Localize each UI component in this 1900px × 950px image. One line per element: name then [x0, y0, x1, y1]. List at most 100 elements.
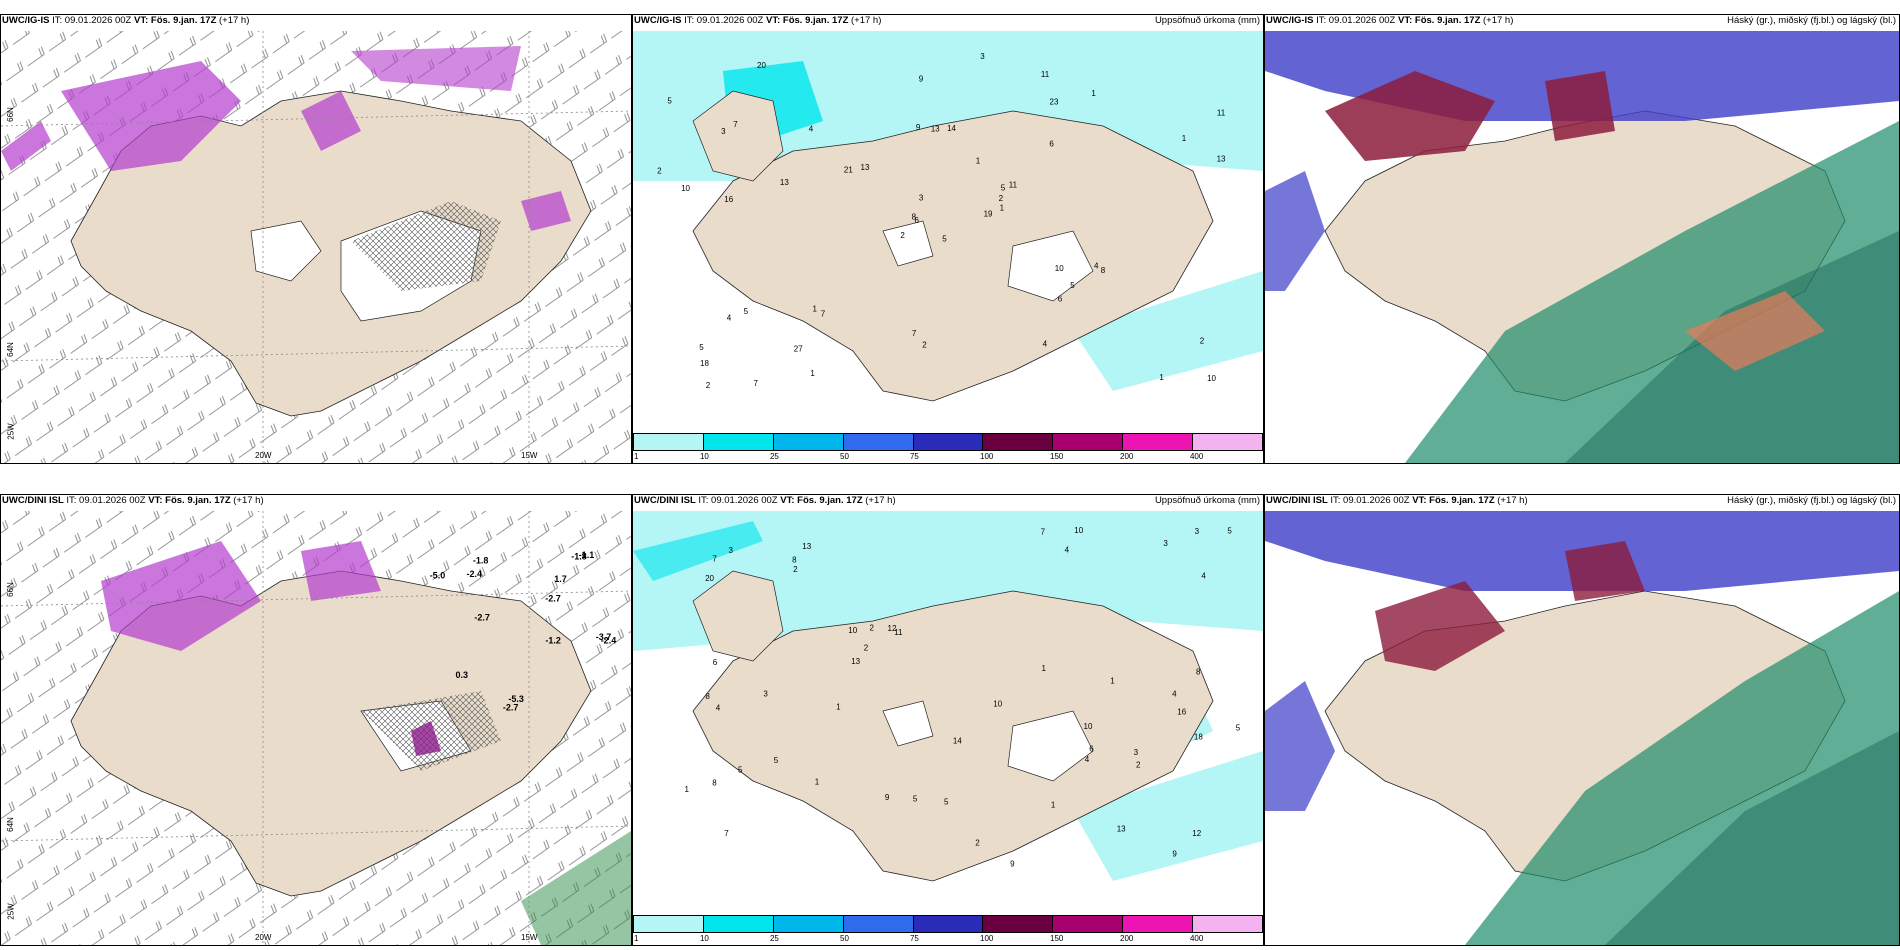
contour-value-label: 7 [712, 555, 717, 564]
contour-value-label: 3 [919, 193, 924, 202]
contour-value-label: 4 [716, 704, 721, 713]
panel-title: UWC/DINI ISL IT: 09.01.2026 00Z VT: Fös.… [2, 495, 264, 506]
wind-map [1, 31, 631, 463]
contour-value-label: 11 [1009, 181, 1018, 190]
contour-value-label: 13 [851, 657, 860, 666]
contour-value-label: 2 [657, 166, 662, 175]
contour-value-label: 4 [727, 314, 732, 323]
panel-title: UWC/DINI ISL IT: 09.01.2026 00Z VT: Fös.… [1266, 495, 1528, 506]
contour-value-label: 8 [1101, 266, 1106, 275]
contour-value-label: 1 [1182, 134, 1187, 143]
contour-value-label: 18 [1194, 733, 1203, 742]
contour-value-label: 5 [1001, 184, 1006, 193]
contour-value-label: 6 [713, 658, 718, 667]
cloud-title: Háský (gr.), miðský (fj.bl.) og lágský (… [1727, 495, 1896, 506]
contour-value-label: 13 [861, 163, 870, 172]
panel-precip-row2: UWC/DINI ISL IT: 09.01.2026 00Z VT: Fös.… [632, 494, 1264, 946]
contour-value-label: 2 [870, 624, 875, 633]
contour-value-label: 9 [1010, 859, 1015, 868]
colorbar-swatch [773, 916, 844, 932]
contour-value-label: 10 [993, 700, 1002, 709]
contour-value-label: 3 [1134, 748, 1139, 757]
contour-value-label: 5 [913, 795, 918, 804]
colorbar-label: 50 [840, 452, 849, 461]
precip-title: Uppsöfnuð úrkoma (mm) [1154, 495, 1260, 506]
contour-value-label: 8 [792, 555, 797, 564]
contour-value-label: 2 [706, 381, 711, 390]
contour-value-label: 5 [944, 798, 949, 807]
convection-value-label: -2.4 [601, 636, 617, 646]
colorbar-label: 50 [840, 934, 849, 943]
contour-value-label: 1 [810, 369, 815, 378]
contour-value-label: 12 [888, 624, 897, 633]
contour-value-label: 6 [1089, 744, 1094, 753]
colorbar-label: 1 [634, 452, 639, 461]
convection-value-label: -5.0 [430, 570, 446, 580]
contour-value-label: 13 [1217, 155, 1226, 164]
panel-title: UWC/IG-IS IT: 09.01.2026 00Z VT: Fös. 9.… [2, 15, 250, 26]
contour-value-label: 10 [1074, 526, 1083, 535]
colorbar-label: 100 [980, 934, 994, 943]
contour-value-label: 2 [1200, 337, 1205, 346]
contour-value-label: 1 [1051, 801, 1056, 810]
colorbar-label: 100 [980, 452, 994, 461]
contour-value-label: 5 [1227, 527, 1232, 536]
convection-value-label: -2.7 [474, 613, 490, 623]
contour-value-label: 9 [916, 123, 921, 132]
contour-value-label: 23 [1050, 98, 1059, 107]
contour-value-label: 3 [1195, 527, 1200, 536]
cloud-map [1265, 511, 1899, 945]
precip-map: 5365571114231920101611267915131827131187… [633, 31, 1263, 402]
contour-value-label: 5 [699, 343, 704, 352]
lon-label-25: 25W [6, 423, 16, 440]
convection-value-label: -2.7 [545, 594, 561, 604]
colorbar-label: 10 [699, 452, 709, 461]
contour-value-label: 7 [821, 310, 826, 319]
contour-value-label: 6 [1049, 140, 1054, 149]
contour-value-label: 5 [744, 307, 749, 316]
lat-label-66: 66N [5, 582, 15, 597]
colorbar-swatch [1193, 434, 1263, 450]
precip-colorbar: 1 10 25 50 75 100 150 200 400 [633, 433, 1263, 463]
contour-value-label: 1 [813, 305, 818, 314]
contour-value-label: 7 [724, 829, 729, 838]
contour-value-label: 1 [836, 703, 841, 712]
colorbar-label: 400 [1189, 452, 1204, 461]
colorbar-label: 10 [699, 934, 709, 943]
precip-map: 1016713111384109208712981410125531318786… [633, 511, 1263, 882]
contour-value-label: 1 [1110, 677, 1115, 686]
contour-value-label: 3 [763, 689, 768, 698]
contour-value-label: 4 [1043, 340, 1048, 349]
lon-label-25: 25W [6, 903, 16, 920]
contour-value-label: 8 [912, 213, 917, 222]
contour-value-label: 20 [705, 574, 714, 583]
contour-value-label: 1 [815, 777, 820, 786]
precip-colorbar: 1 10 25 50 75 100 150 200 400 [633, 915, 1263, 945]
contour-value-label: 5 [667, 97, 672, 106]
contour-value-label: 2 [1136, 761, 1141, 770]
contour-value-label: 9 [919, 75, 924, 84]
contour-value-label: 4 [1172, 689, 1177, 698]
contour-value-label: 1 [1091, 89, 1096, 98]
contour-value-label: 27 [794, 345, 803, 354]
contour-value-label: 9 [885, 793, 890, 802]
lon-label-15: 15W [521, 933, 538, 942]
colorbar-label: 400 [1189, 934, 1204, 943]
contour-value-label: 2 [900, 231, 905, 240]
convection-value-label: -5.3 [508, 694, 524, 704]
colorbar-swatch [634, 916, 704, 932]
colorbar-label: 75 [909, 452, 919, 461]
panel-wind-row1: UWC/IG-IS IT: 09.01.2026 00Z VT: Fös. 9.… [0, 14, 632, 464]
contour-value-label: 3 [721, 127, 726, 136]
contour-value-label: 13 [1117, 825, 1126, 834]
contour-value-label: 14 [947, 124, 956, 133]
colorbar-swatch [983, 916, 1054, 932]
contour-value-label: 3 [729, 546, 734, 555]
colorbar-label: 75 [909, 934, 919, 943]
contour-value-label: 1 [1000, 204, 1005, 213]
colorbar-swatch [703, 434, 774, 450]
colorbar-swatch [843, 916, 914, 932]
contour-value-label: 5 [1070, 281, 1075, 290]
contour-value-label: 3 [1163, 539, 1168, 548]
contour-value-label: 1 [1159, 373, 1164, 382]
